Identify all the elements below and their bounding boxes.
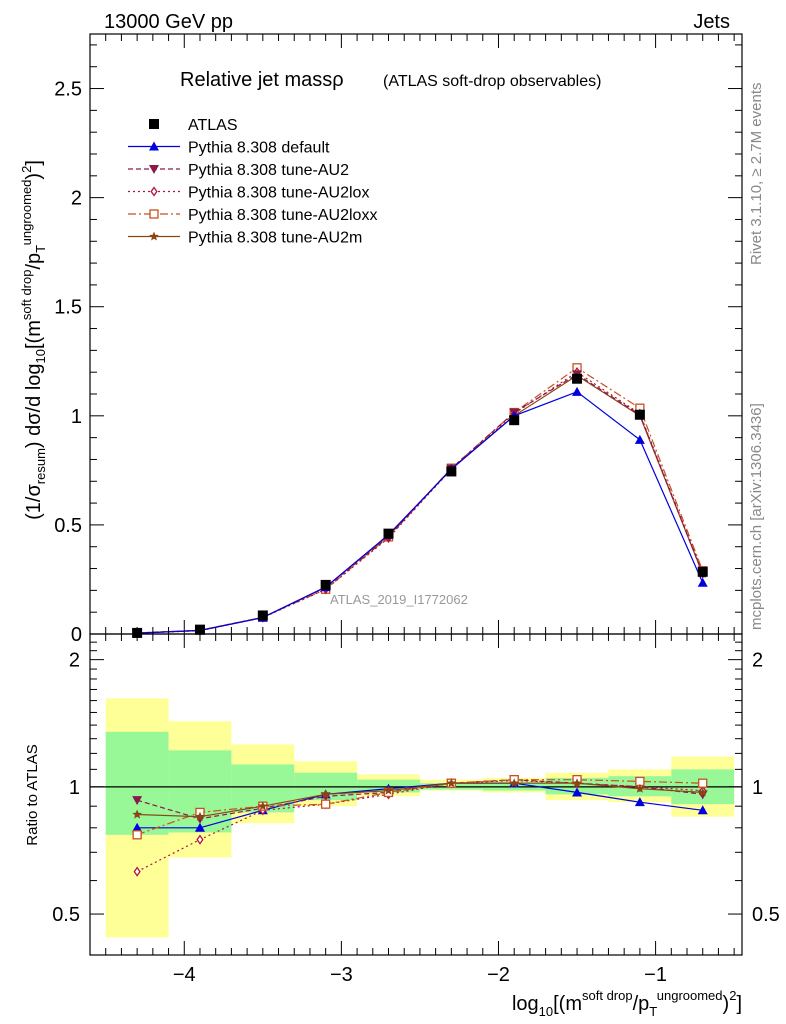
legend-item: Pythia 8.308 tune-AU2m: [128, 230, 362, 247]
ratio-point: [196, 834, 204, 845]
legend-item: Pythia 8.308 tune-AU2lox: [128, 185, 369, 202]
legend-item: ATLAS: [149, 117, 238, 134]
legend-marker: [150, 186, 158, 197]
ratio-y-tick-label: 0.5: [52, 904, 80, 926]
ratio-point: [572, 778, 582, 788]
ratio-series-line: [137, 782, 703, 818]
analysis-label: ATLAS_2019_I1772062: [330, 592, 468, 607]
y-tick-label: 2.5: [54, 79, 82, 101]
x-axis: −4 −3 −2 −1: [89, 34, 735, 986]
legend-marker: [149, 231, 159, 241]
ratio-series-line: [136, 779, 703, 820]
legend-marker: [149, 209, 159, 219]
legend: ATLAS Pythia 8.308 default Pythia 8.308 tu…: [128, 117, 377, 247]
data-point: [697, 566, 708, 577]
y-axis-label-main: (1/σresum) dσ/d log10[(msoft drop/pTungr…: [19, 160, 48, 520]
data-point: [572, 373, 583, 384]
ratio-point: [698, 787, 708, 797]
legend-marker: [149, 119, 159, 129]
ratio-point: [509, 778, 519, 788]
x-tick-label: −3: [330, 964, 353, 986]
ratio-y-tick-label: 1: [69, 777, 80, 799]
ratio-point: [132, 830, 142, 840]
y-axis-label-ratio: Ratio to ATLAS: [24, 744, 41, 845]
ratio-frame: [89, 633, 743, 956]
ratio-point: [258, 801, 268, 811]
ratio-point: [383, 785, 394, 795]
ratio-series-line: [137, 782, 703, 829]
y-tick-label: 1: [71, 406, 82, 428]
ratio-band-inner: [105, 731, 169, 835]
plot-title: Relative jet massρ: [180, 69, 344, 91]
data-point: [634, 434, 645, 444]
y-tick-label: 1.5: [54, 297, 82, 319]
ratio-point: [698, 778, 708, 788]
data-point: [320, 579, 331, 590]
ratio-point: [132, 822, 143, 832]
legend-item: Pythia 8.308 tune-AU2: [128, 162, 349, 179]
header-process-label: 13000 GeV pp: [104, 11, 233, 33]
ratio-plot-panel: 0.5 0.5 1 1 2 2 −4 −3 −2 −1: [52, 34, 780, 986]
mcplots-label: mcplots.cern.ch [arXiv:1306.3436]: [748, 403, 765, 630]
legend-marker: [149, 165, 159, 174]
legend-label: Pythia 8.308 default: [188, 140, 330, 157]
ratio-y-tick-label-right: 0.5: [752, 904, 780, 926]
data-point: [446, 466, 457, 477]
ratio-series-4: [132, 778, 708, 821]
x-axis-label: log10[(msoft drop/pTungroomed)2]: [512, 988, 742, 1019]
y-tick-label: 0.5: [54, 515, 82, 537]
ratio-point: [132, 796, 143, 806]
ratio-series-line: [136, 779, 703, 873]
ratio-point: [194, 822, 205, 832]
ratio-point: [133, 866, 141, 877]
x-tick-label: −2: [487, 964, 510, 986]
ratio-point: [446, 778, 457, 788]
data-point: [509, 415, 520, 426]
legend-label: Pythia 8.308 tune-AU2m: [188, 230, 362, 247]
ratio-y-tick-label-right: 1: [752, 777, 763, 799]
ratio-point: [634, 797, 645, 807]
series-line: [137, 391, 704, 634]
ratio-point: [132, 809, 142, 819]
data-point: [572, 386, 583, 396]
legend-label: Pythia 8.308 tune-AU2lox: [188, 185, 369, 202]
legend-marker: [149, 141, 159, 151]
ratio-y-axis: 0.5 0.5 1 1 2 2: [52, 641, 780, 956]
data-point: [634, 409, 645, 420]
ratio-point: [572, 787, 583, 797]
data-point: [697, 577, 708, 587]
ratio-point: [195, 811, 205, 821]
rivet-version-label: Rivet 3.1.10, ≥ 2.7M events: [748, 83, 765, 266]
ratio-point: [635, 783, 645, 793]
ratio-y-tick-label-right: 2: [752, 650, 763, 672]
legend-label: Pythia 8.308 tune-AU2: [188, 162, 349, 179]
main-y-axis: 0 0.5 1 1.5 2 2.5: [54, 44, 742, 646]
legend-item: Pythia 8.308 default: [128, 140, 330, 157]
legend-label: Pythia 8.308 tune-AU2loxx: [188, 207, 377, 224]
legend-label: ATLAS: [188, 117, 238, 134]
x-tick-label: −4: [173, 964, 196, 986]
ratio-point: [321, 799, 331, 809]
legend-item: Pythia 8.308 tune-AU2loxx: [128, 207, 377, 224]
ratio-series-line: [136, 779, 703, 836]
y-tick-label: 2: [71, 188, 82, 210]
ratio-y-tick-label: 2: [69, 650, 80, 672]
x-tick-label: −1: [644, 964, 667, 986]
plot-subtitle: (ATLAS soft-drop observables): [383, 73, 601, 90]
y-tick-label: 0: [71, 624, 82, 646]
data-point: [257, 610, 268, 621]
header-jets-label: Jets: [693, 11, 730, 33]
ratio-point: [697, 805, 708, 815]
ratio-point: [320, 789, 331, 799]
data-point: [383, 528, 394, 539]
